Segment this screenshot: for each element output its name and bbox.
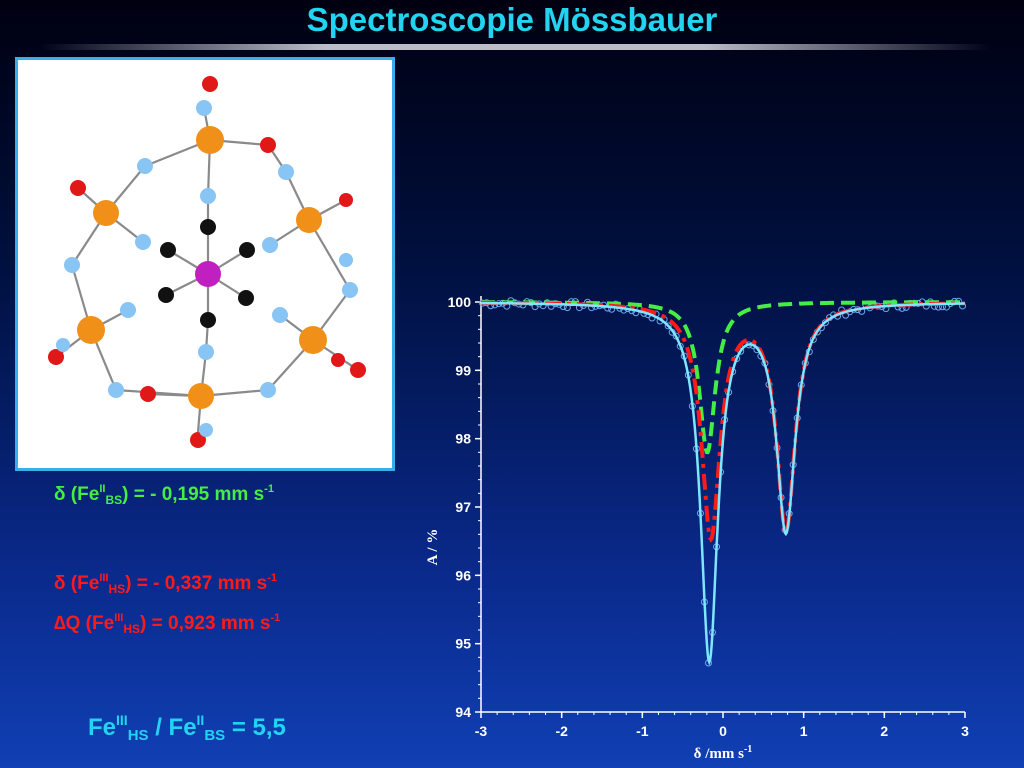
delta-q-symbol: ∆ — [54, 613, 66, 634]
chart-labels: 94 95 96 97 98 99 100 -3 -2 -1 0 1 2 3 δ /mm s-1 A / % — [425, 294, 969, 762]
y-tick-label: 99 — [455, 362, 471, 378]
chart-curves — [479, 297, 967, 667]
fe-hs-isomer-shift: δ (FeIIIHS) = - 0,337 mm s-1 — [54, 572, 277, 596]
chart-axes — [475, 296, 966, 718]
y-tick-label: 97 — [455, 499, 471, 515]
site-ratio: FeIIIHS / FeIIBS = 5,5 — [88, 712, 286, 744]
fe-bs-isomer-shift: δ (FeIIBS) = - 0,195 mm s-1 — [54, 483, 274, 507]
x-axis-label: δ /mm s-1 — [694, 744, 753, 762]
y-axis-label: A / % — [425, 529, 441, 566]
molecule-illustration — [48, 76, 366, 448]
molecule-structure-image — [15, 57, 395, 471]
y-tick-label: 96 — [455, 567, 471, 583]
y-tick-label: 95 — [455, 636, 471, 652]
page-title: Spectroscopie Mössbauer — [306, 1, 718, 38]
delta-symbol: δ — [54, 573, 66, 594]
x-tick-label: 0 — [719, 723, 727, 739]
y-tick-label: 94 — [455, 704, 471, 720]
y-tick-label: 98 — [455, 431, 471, 447]
x-tick-label: 3 — [961, 723, 969, 739]
x-tick-label: -2 — [555, 723, 568, 739]
x-tick-label: -3 — [475, 723, 488, 739]
title-divider — [40, 44, 990, 50]
x-tick-label: 1 — [800, 723, 808, 739]
x-tick-label: 2 — [880, 723, 888, 739]
x-tick-label: -1 — [636, 723, 649, 739]
y-tick-label: 100 — [448, 294, 472, 310]
series-solid-cyan — [481, 301, 965, 666]
series-dashed-green — [481, 300, 965, 455]
delta-symbol: δ — [54, 484, 66, 505]
series-dashdot-red — [481, 300, 965, 543]
data-point — [664, 322, 672, 330]
fe-hs-quadrupole-splitting: ∆Q (FeIIIHS) = 0,923 mm s-1 — [54, 612, 281, 636]
